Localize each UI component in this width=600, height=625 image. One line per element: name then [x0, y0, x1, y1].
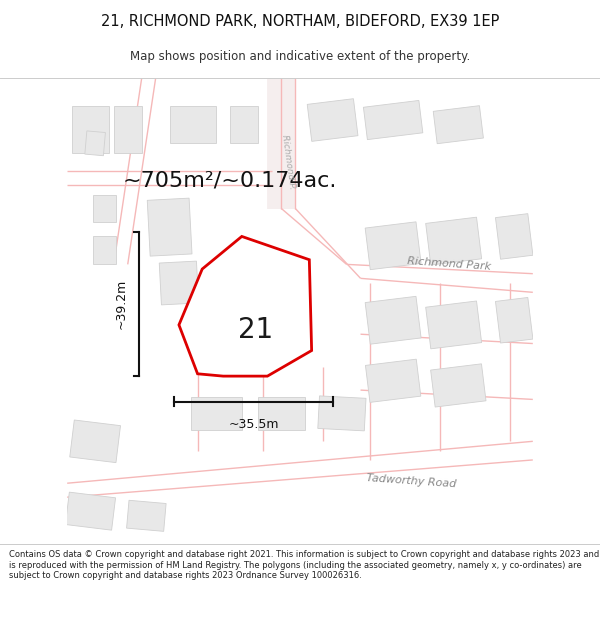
Text: ~39.2m: ~39.2m [115, 279, 128, 329]
Polygon shape [425, 217, 482, 265]
Text: Richmond Park: Richmond Park [407, 256, 491, 272]
Polygon shape [65, 492, 116, 530]
Polygon shape [85, 131, 106, 156]
Polygon shape [318, 396, 366, 431]
Polygon shape [425, 301, 482, 349]
Polygon shape [307, 99, 358, 141]
Polygon shape [170, 106, 216, 143]
Polygon shape [147, 198, 192, 256]
Polygon shape [114, 106, 142, 152]
Polygon shape [364, 101, 423, 139]
Text: Richmond P.: Richmond P. [280, 134, 296, 190]
Polygon shape [496, 298, 533, 343]
Polygon shape [496, 214, 533, 259]
Polygon shape [159, 261, 199, 305]
Polygon shape [431, 364, 486, 407]
Polygon shape [72, 106, 109, 152]
Polygon shape [191, 397, 242, 429]
Polygon shape [179, 236, 311, 376]
Text: Tadworthy Road: Tadworthy Road [367, 472, 457, 489]
Text: 21, RICHMOND PARK, NORTHAM, BIDEFORD, EX39 1EP: 21, RICHMOND PARK, NORTHAM, BIDEFORD, EX… [101, 14, 499, 29]
Text: Contains OS data © Crown copyright and database right 2021. This information is : Contains OS data © Crown copyright and d… [9, 550, 599, 580]
Polygon shape [258, 397, 305, 429]
Text: 21: 21 [238, 316, 273, 344]
Text: ~705m²/~0.174ac.: ~705m²/~0.174ac. [123, 171, 337, 191]
Text: ~35.5m: ~35.5m [228, 418, 278, 431]
Polygon shape [365, 222, 421, 269]
Polygon shape [127, 500, 166, 531]
Polygon shape [230, 106, 258, 143]
Polygon shape [93, 236, 116, 264]
Polygon shape [365, 296, 421, 344]
Polygon shape [70, 420, 121, 462]
Polygon shape [93, 194, 116, 222]
Polygon shape [365, 359, 421, 403]
Polygon shape [433, 106, 484, 144]
Text: Map shows position and indicative extent of the property.: Map shows position and indicative extent… [130, 50, 470, 62]
